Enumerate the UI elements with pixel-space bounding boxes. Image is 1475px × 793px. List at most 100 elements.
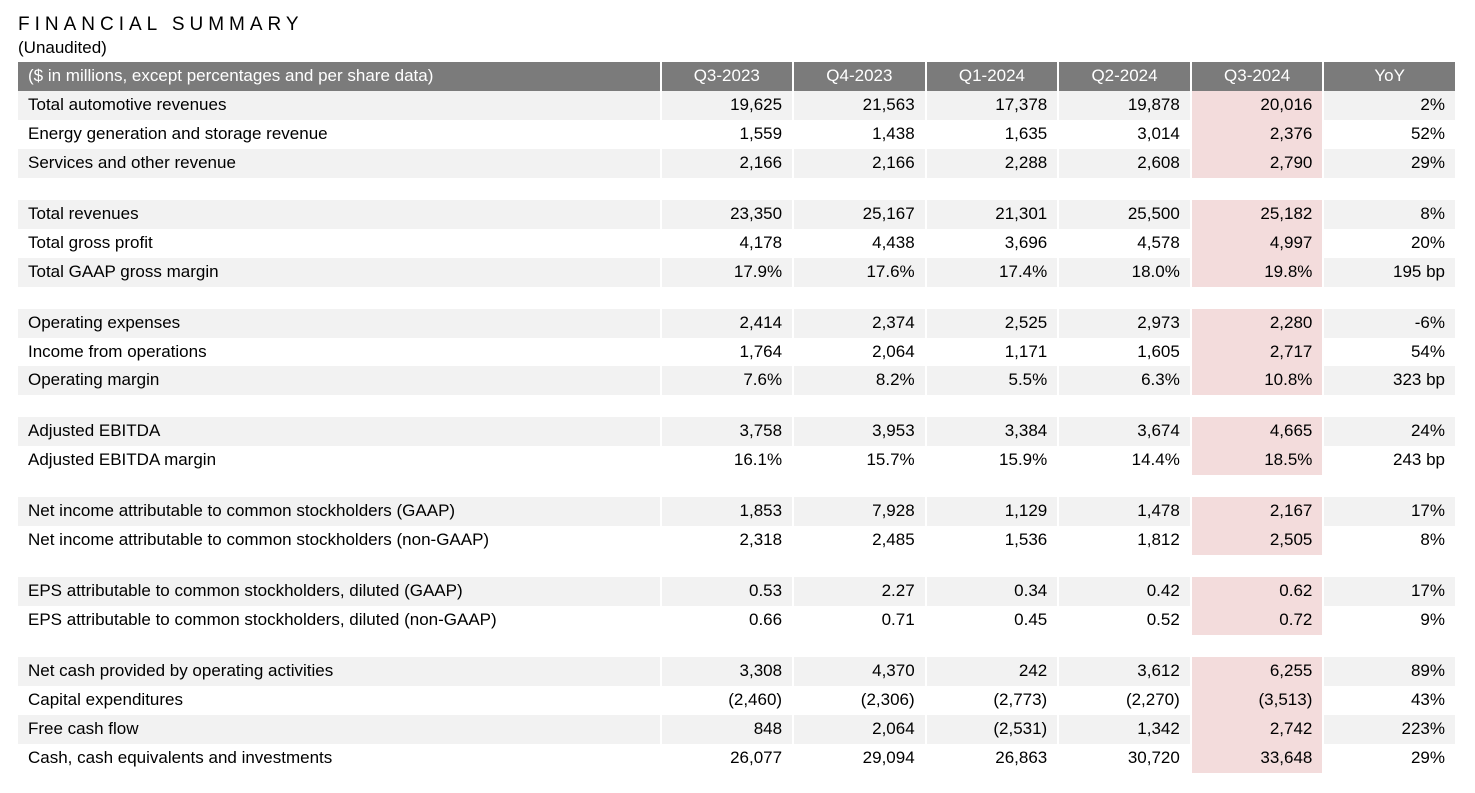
table-cell: 2,485 [793, 526, 926, 555]
table-spacer-cell [18, 287, 1456, 309]
table-row: Net income attributable to common stockh… [18, 526, 1456, 555]
table-row-label: Net income attributable to common stockh… [18, 526, 661, 555]
table-spacer-row [18, 395, 1456, 417]
table-header-col: YoY [1323, 62, 1456, 91]
financial-summary-page: FINANCIAL SUMMARY (Unaudited) ($ in mill… [0, 0, 1475, 793]
table-row-label: Cash, cash equivalents and investments [18, 744, 661, 773]
table-cell: 2,166 [793, 149, 926, 178]
table-cell: 2,973 [1058, 309, 1191, 338]
table-cell: 3,953 [793, 417, 926, 446]
table-cell: 26,077 [661, 744, 794, 773]
table-cell: 3,758 [661, 417, 794, 446]
table-cell: 8% [1323, 526, 1456, 555]
table-row-label: Services and other revenue [18, 149, 661, 178]
table-cell: 3,696 [926, 229, 1059, 258]
table-cell: 1,536 [926, 526, 1059, 555]
table-cell: 19,878 [1058, 91, 1191, 120]
table-row: Adjusted EBITDA margin16.1%15.7%15.9%14.… [18, 446, 1456, 475]
table-cell: 848 [661, 715, 794, 744]
table-row: Cash, cash equivalents and investments26… [18, 744, 1456, 773]
table-row-label: Total gross profit [18, 229, 661, 258]
table-spacer-cell [18, 555, 1456, 577]
table-header-col: Q2-2024 [1058, 62, 1191, 91]
table-cell: 4,438 [793, 229, 926, 258]
table-row-label: Total automotive revenues [18, 91, 661, 120]
table-cell: 3,612 [1058, 657, 1191, 686]
table-cell: (2,460) [661, 686, 794, 715]
table-cell: 7,928 [793, 497, 926, 526]
table-cell: 0.45 [926, 606, 1059, 635]
table-row: Free cash flow8482,064(2,531)1,3422,7422… [18, 715, 1456, 744]
table-cell: (2,306) [793, 686, 926, 715]
table-cell: 1,853 [661, 497, 794, 526]
table-row-label: Total revenues [18, 200, 661, 229]
table-cell: 2,166 [661, 149, 794, 178]
table-cell: 24% [1323, 417, 1456, 446]
table-row-label: Energy generation and storage revenue [18, 120, 661, 149]
table-cell: 9% [1323, 606, 1456, 635]
page-title: FINANCIAL SUMMARY [18, 14, 1457, 36]
table-row-label: Income from operations [18, 338, 661, 367]
table-cell: 1,342 [1058, 715, 1191, 744]
page-subtitle: (Unaudited) [18, 38, 1457, 58]
table-cell: 4,997 [1191, 229, 1324, 258]
table-cell: 1,605 [1058, 338, 1191, 367]
table-spacer-row [18, 475, 1456, 497]
table-cell: 15.9% [926, 446, 1059, 475]
table-cell: 18.0% [1058, 258, 1191, 287]
table-cell: 2,525 [926, 309, 1059, 338]
table-cell: 0.53 [661, 577, 794, 606]
table-cell: 17% [1323, 497, 1456, 526]
table-cell: 2,505 [1191, 526, 1324, 555]
table-row-label: Net cash provided by operating activitie… [18, 657, 661, 686]
table-spacer-cell [18, 178, 1456, 200]
table-cell: 5.5% [926, 366, 1059, 395]
table-cell: 4,578 [1058, 229, 1191, 258]
table-cell: 0.71 [793, 606, 926, 635]
table-cell: 8% [1323, 200, 1456, 229]
table-cell: (2,270) [1058, 686, 1191, 715]
table-row-label: Operating expenses [18, 309, 661, 338]
table-cell: 1,764 [661, 338, 794, 367]
table-cell: 0.34 [926, 577, 1059, 606]
table-cell: 3,308 [661, 657, 794, 686]
table-cell: (3,513) [1191, 686, 1324, 715]
table-cell: 2,064 [793, 715, 926, 744]
table-cell: 15.7% [793, 446, 926, 475]
financial-summary-table: ($ in millions, except percentages and p… [18, 62, 1457, 773]
table-cell: 1,438 [793, 120, 926, 149]
table-cell: 6,255 [1191, 657, 1324, 686]
table-cell: 21,301 [926, 200, 1059, 229]
table-row-label: EPS attributable to common stockholders,… [18, 577, 661, 606]
table-row: Total GAAP gross margin17.9%17.6%17.4%18… [18, 258, 1456, 287]
table-spacer-row [18, 555, 1456, 577]
table-row-label: Total GAAP gross margin [18, 258, 661, 287]
table-cell: 323 bp [1323, 366, 1456, 395]
table-cell: 2,167 [1191, 497, 1324, 526]
table-cell: 7.6% [661, 366, 794, 395]
table-row: EPS attributable to common stockholders,… [18, 577, 1456, 606]
table-cell: 29% [1323, 149, 1456, 178]
table-cell: 19,625 [661, 91, 794, 120]
table-cell: 17.9% [661, 258, 794, 287]
table-cell: 23,350 [661, 200, 794, 229]
table-row: Operating margin7.6%8.2%5.5%6.3%10.8%323… [18, 366, 1456, 395]
table-row: Total automotive revenues19,62521,56317,… [18, 91, 1456, 120]
table-row: Total gross profit4,1784,4383,6964,5784,… [18, 229, 1456, 258]
table-cell: 195 bp [1323, 258, 1456, 287]
table-cell: 242 [926, 657, 1059, 686]
table-header-row: ($ in millions, except percentages and p… [18, 62, 1456, 91]
table-cell: 43% [1323, 686, 1456, 715]
table-cell: 20,016 [1191, 91, 1324, 120]
table-cell: 26,863 [926, 744, 1059, 773]
table-cell: 0.66 [661, 606, 794, 635]
table-row-label: Adjusted EBITDA margin [18, 446, 661, 475]
table-header-col: Q3-2023 [661, 62, 794, 91]
table-row: Services and other revenue2,1662,1662,28… [18, 149, 1456, 178]
table-cell: 2,414 [661, 309, 794, 338]
table-cell: (2,773) [926, 686, 1059, 715]
table-cell: 4,178 [661, 229, 794, 258]
table-cell: 54% [1323, 338, 1456, 367]
table-cell: 2,790 [1191, 149, 1324, 178]
table-cell: 243 bp [1323, 446, 1456, 475]
